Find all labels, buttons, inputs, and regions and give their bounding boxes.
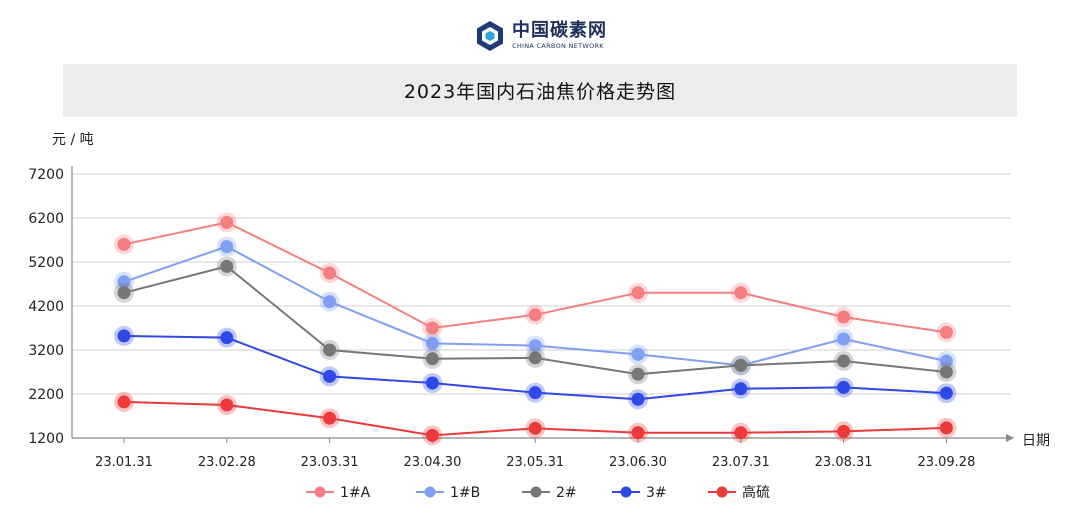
data-point <box>734 358 748 372</box>
y-tick-label: 7200 <box>28 167 64 183</box>
legend-label: 2# <box>556 485 577 501</box>
data-point <box>220 331 234 345</box>
data-point <box>528 351 542 365</box>
x-tick-label: 23.09.28 <box>917 455 975 470</box>
data-point <box>323 411 337 425</box>
data-point <box>425 321 439 335</box>
data-point <box>528 421 542 435</box>
chart-title-bar: 2023年国内石油焦价格走势图 <box>63 64 1017 117</box>
data-point <box>220 240 234 254</box>
legend-label: 高硫 <box>742 484 770 501</box>
legend-marker <box>424 486 436 498</box>
data-point <box>528 308 542 322</box>
x-tick-label: 23.01.31 <box>95 455 153 470</box>
data-point <box>323 266 337 280</box>
data-point <box>631 286 645 300</box>
x-tick-label: 23.06.30 <box>609 455 667 470</box>
x-tick-label: 23.07.31 <box>712 455 770 470</box>
legend-marker <box>314 486 326 498</box>
data-point <box>323 369 337 383</box>
data-point <box>323 343 337 357</box>
chart-title: 2023年国内石油焦价格走势图 <box>403 81 677 103</box>
data-point <box>528 386 542 400</box>
legend-marker <box>530 486 542 498</box>
data-point <box>734 286 748 300</box>
data-point <box>734 382 748 396</box>
data-point <box>425 352 439 366</box>
logo-text-cn: 中国碳素网 <box>512 20 607 42</box>
x-tick-label: 23.04.30 <box>403 455 461 470</box>
data-point <box>117 275 131 289</box>
y-axis-label: 元 / 吨 <box>52 132 94 148</box>
legend-label: 3# <box>646 485 667 501</box>
y-tick-label: 6200 <box>28 211 64 227</box>
data-point <box>939 365 953 379</box>
hexagon-logo-icon <box>477 21 503 51</box>
y-tick-label: 4200 <box>28 299 64 315</box>
logo-text-en: CHINA CARBON NETWORK <box>512 42 604 51</box>
data-point <box>220 215 234 229</box>
data-point <box>117 237 131 251</box>
data-point <box>837 332 851 346</box>
y-tick-label: 2200 <box>28 387 64 403</box>
data-point <box>117 286 131 300</box>
data-point <box>734 426 748 440</box>
data-point <box>425 376 439 390</box>
data-point <box>837 424 851 438</box>
data-point <box>631 392 645 406</box>
x-axis-label: 日期 <box>1022 433 1050 449</box>
y-tick-label: 5200 <box>28 255 64 271</box>
data-point <box>631 426 645 440</box>
y-tick-label: 1200 <box>28 431 64 447</box>
data-point <box>939 386 953 400</box>
data-point <box>631 347 645 361</box>
data-point <box>939 325 953 339</box>
x-tick-label: 23.05.31 <box>506 455 564 470</box>
x-tick-label: 23.08.31 <box>815 455 873 470</box>
logo: 中国碳素网 CHINA CARBON NETWORK <box>474 18 607 54</box>
x-axis-arrow-icon <box>1006 434 1014 442</box>
data-point <box>117 329 131 343</box>
data-point <box>939 354 953 368</box>
legend-label: 1#A <box>340 485 371 501</box>
data-point <box>117 395 131 409</box>
legend-marker <box>620 486 632 498</box>
data-point <box>425 336 439 350</box>
x-tick-label: 23.03.31 <box>301 455 359 470</box>
data-point <box>220 398 234 412</box>
data-point <box>425 428 439 442</box>
legend-marker <box>716 486 728 498</box>
data-point <box>939 421 953 435</box>
legend-label: 1#B <box>450 485 480 501</box>
data-point <box>323 295 337 309</box>
y-tick-label: 3200 <box>28 343 64 359</box>
data-point <box>837 310 851 324</box>
data-point <box>631 367 645 381</box>
data-point <box>528 339 542 353</box>
data-point <box>837 380 851 394</box>
x-tick-label: 23.02.28 <box>198 455 256 470</box>
data-point <box>837 354 851 368</box>
data-point <box>220 259 234 273</box>
